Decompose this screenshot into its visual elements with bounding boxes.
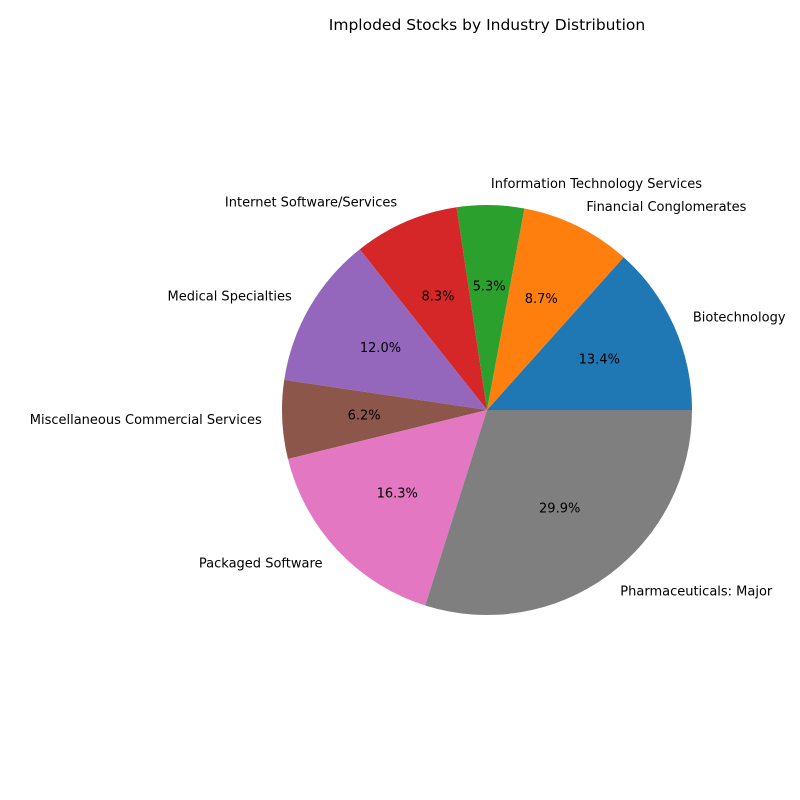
pie-percent-label-information-technology-services: 5.3% [473,280,506,295]
pie-slice-packaged-software [287,410,487,606]
pie-percent-label-internet-software-services: 8.3% [422,290,455,305]
pie-percent-label-miscellaneous-commercial-services: 6.2% [348,408,381,423]
pie-slice-medical-specialties [284,249,487,410]
pie-category-label-pharmaceuticals-major: Pharmaceuticals: Major [620,584,773,599]
pie-slice-information-technology-services [456,205,525,410]
pie-percent-label-financial-conglomerates: 8.7% [525,292,558,307]
pie-slices [282,205,692,615]
chart-title: Imploded Stocks by Industry Distribution [329,16,645,34]
pie-category-label-internet-software-services: Internet Software/Services [225,196,397,211]
pie-category-label-financial-conglomerates: Financial Conglomerates [586,200,746,215]
pie-percent-label-biotechnology: 13.4% [579,352,620,367]
pie-percent-label-pharmaceuticals-major: 29.9% [539,502,580,517]
pie-slice-biotechnology [487,257,692,410]
pie-slice-financial-conglomerates [487,208,624,410]
pie-percent-labels: 13.4% 8.7% 5.3% 8.3% 12.0% 6.2% 16.3% 29.9% [348,280,620,517]
pie-percent-label-packaged-software: 16.3% [377,487,418,502]
pie-category-label-packaged-software: Packaged Software [199,557,323,572]
pie-category-label-medical-specialties: Medical Specialties [168,290,292,305]
pie-slice-miscellaneous-commercial-services [282,379,487,460]
pie-slice-internet-software-services [359,207,487,410]
pie-category-label-biotechnology: Biotechnology [693,310,786,325]
pie-category-label-miscellaneous-commercial-services: Miscellaneous Commercial Services [30,413,262,428]
pie-slice-pharmaceuticals-major [425,410,692,615]
pie-category-labels: Biotechnology Financial Conglomerates Info… [30,177,786,599]
pie-category-label-information-technology-services: Information Technology Services [491,177,702,192]
pie-percent-label-medical-specialties: 12.0% [360,341,401,356]
